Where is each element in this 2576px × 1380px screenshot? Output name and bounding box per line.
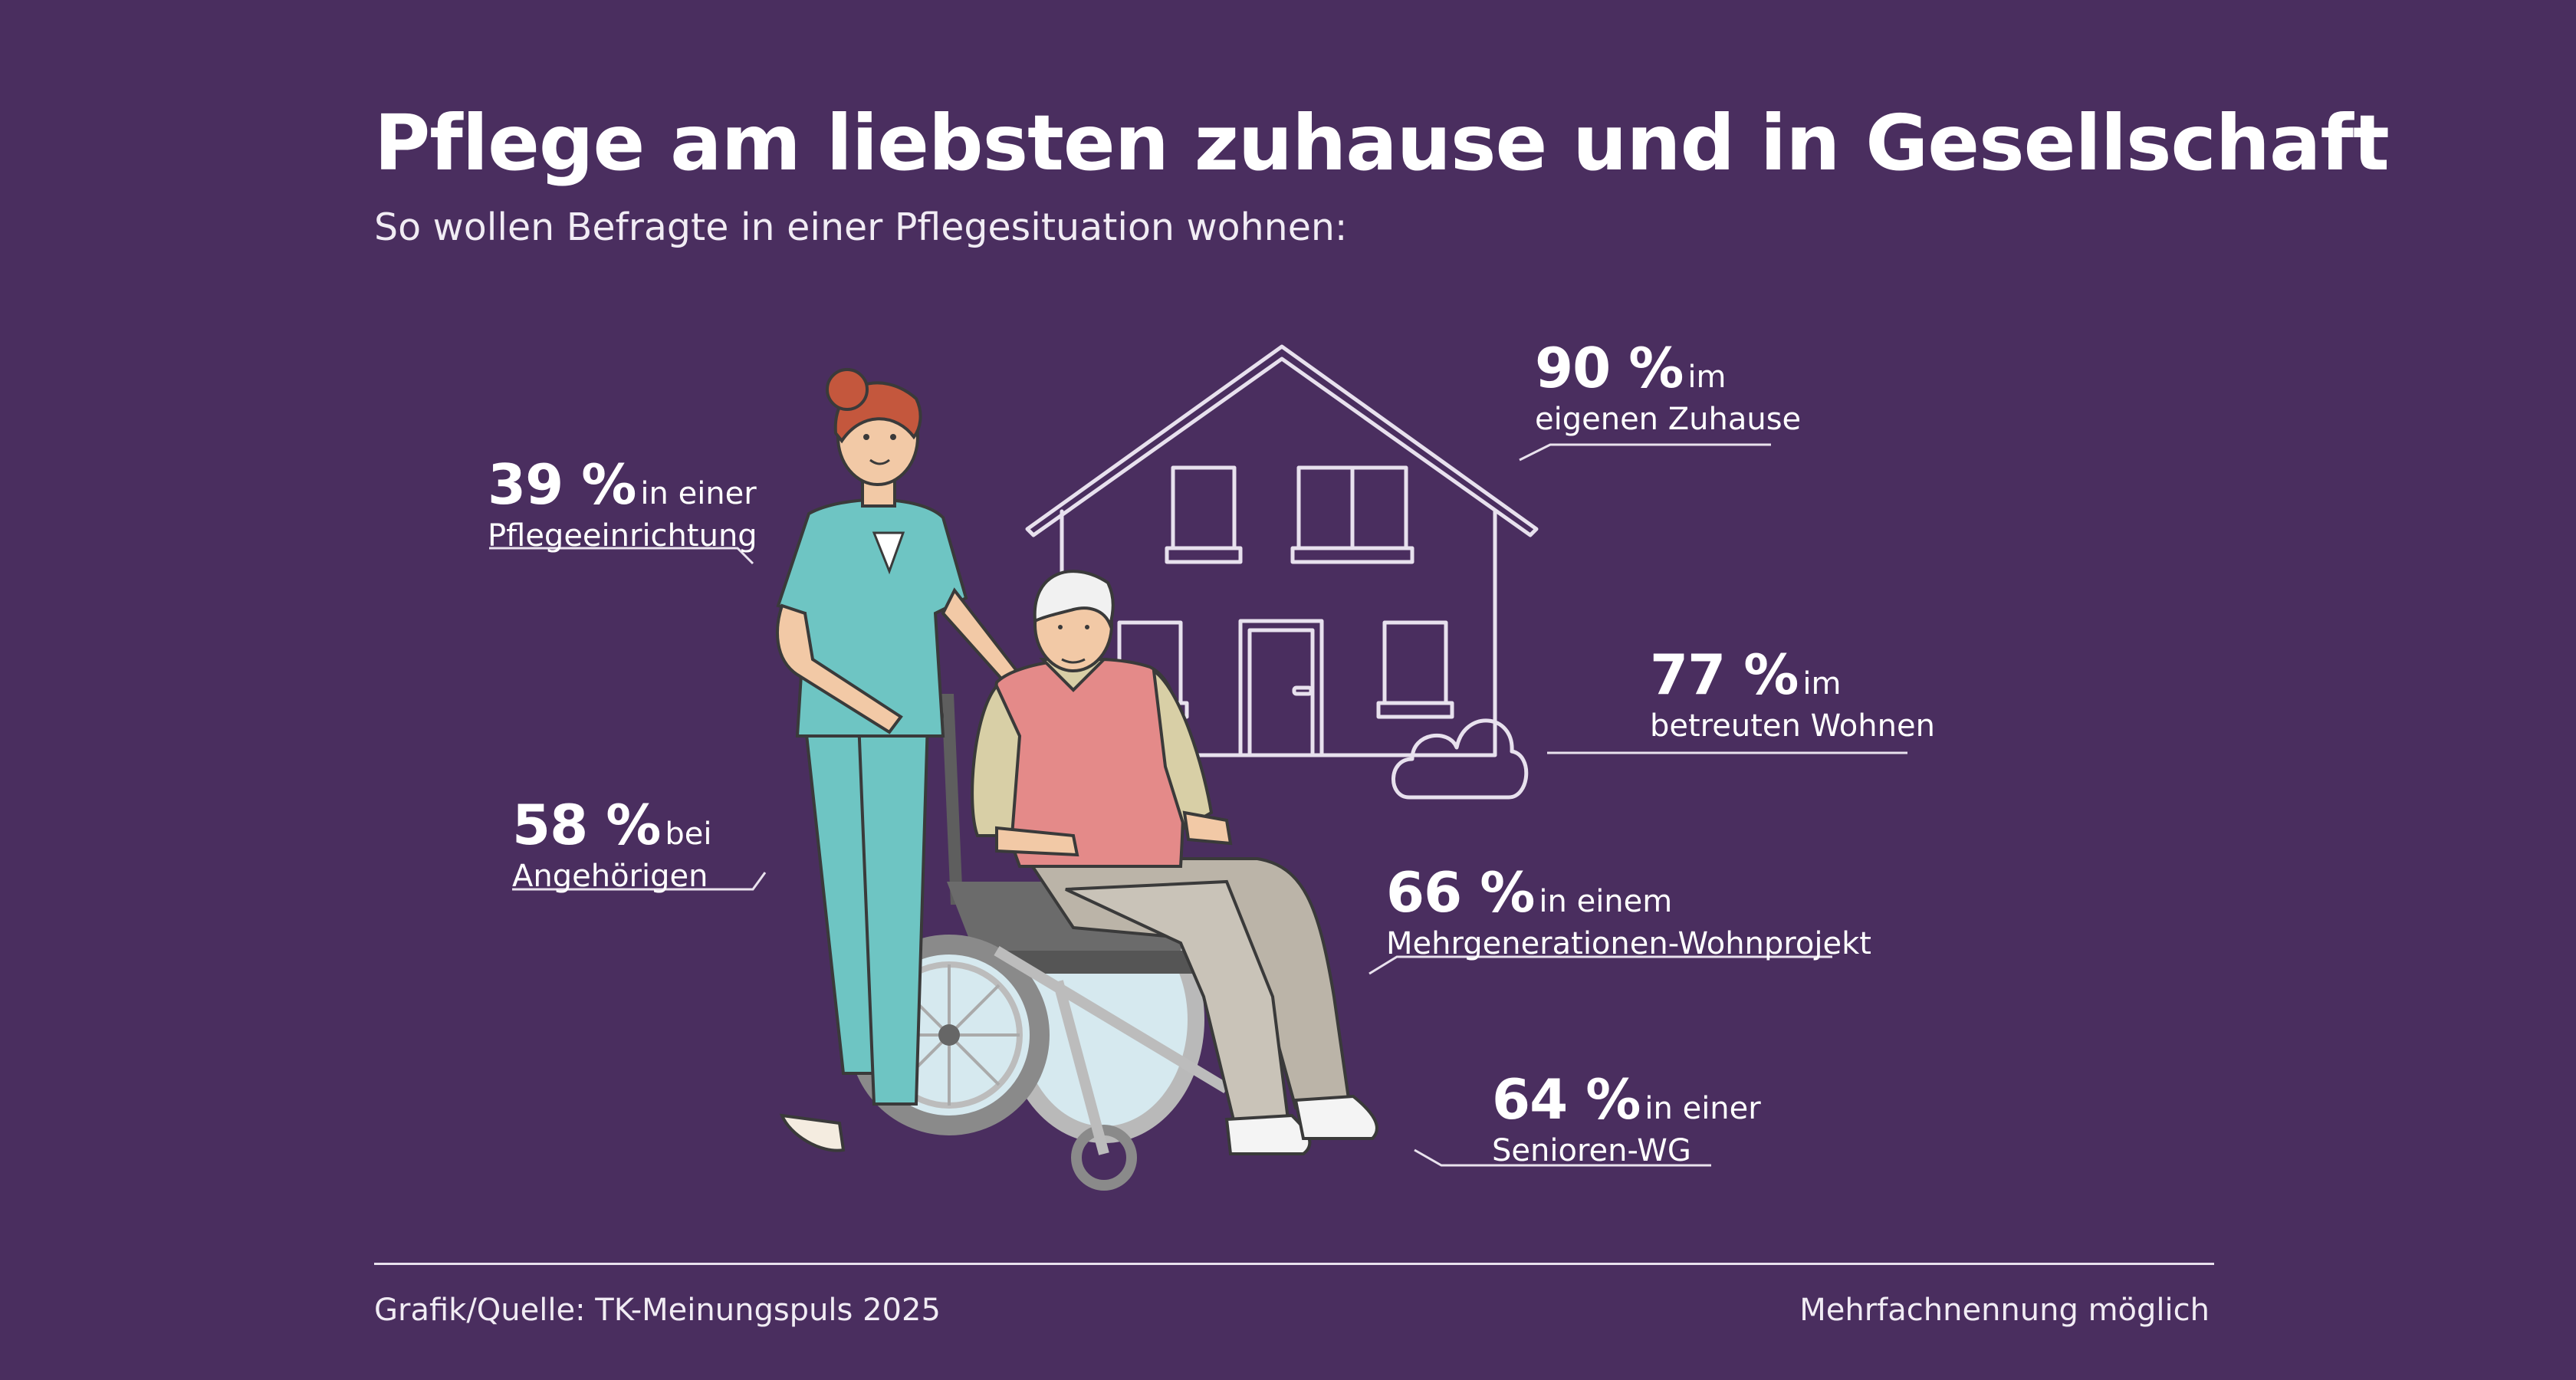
leader-line-58 bbox=[512, 872, 767, 891]
stat-value: 90 % bbox=[1535, 336, 1684, 400]
stat-value: 58 % bbox=[512, 793, 661, 857]
leader-lines bbox=[489, 443, 1907, 1167]
stat-text-second: Senioren-WG bbox=[1492, 1133, 1691, 1168]
stat-text-inline: in einem bbox=[1539, 884, 1673, 919]
stat-text-second: eigenen Zuhause bbox=[1535, 402, 1802, 437]
page-subtitle: So wollen Befragte in einer Pflegesituat… bbox=[374, 205, 1348, 249]
leader-line-39 bbox=[489, 547, 754, 565]
stat-39: 39 % in einer Pflegeeinrichtung bbox=[488, 452, 757, 554]
stat-text-second: betreuten Wohnen bbox=[1650, 708, 1935, 744]
stat-value: 39 % bbox=[488, 452, 636, 517]
stat-text-inline: in einer bbox=[640, 476, 757, 511]
leader-line-64 bbox=[1414, 1148, 1711, 1167]
leader-line-90 bbox=[1519, 443, 1771, 462]
footer-divider bbox=[374, 1263, 2214, 1265]
stat-value: 66 % bbox=[1386, 860, 1535, 925]
stat-text-second: Pflegeeinrichtung bbox=[488, 518, 757, 554]
page-title: Pflege am liebsten zuhause und in Gesell… bbox=[374, 98, 2390, 188]
stat-90: 90 % im eigenen Zuhause bbox=[1535, 336, 1801, 437]
leader-line-66 bbox=[1368, 955, 1832, 975]
footer-source: Grafik/Quelle: TK-Meinungspuls 2025 bbox=[374, 1293, 941, 1328]
senior-man-illustration bbox=[971, 570, 1378, 1155]
stat-text-inline: im bbox=[1687, 360, 1727, 395]
stat-value: 64 % bbox=[1492, 1067, 1641, 1132]
nurse-illustration bbox=[776, 368, 1022, 1152]
footer-note: Mehrfachnennung möglich bbox=[1799, 1293, 2210, 1328]
stat-77: 77 % im betreuten Wohnen bbox=[1650, 642, 1935, 744]
stat-value: 77 % bbox=[1650, 642, 1799, 707]
stat-text-second: Mehrgenerationen-Wohnprojekt bbox=[1386, 926, 1871, 961]
stat-64: 64 % in einer Senioren-WG bbox=[1492, 1067, 1761, 1168]
stat-text-inline: im bbox=[1802, 666, 1842, 702]
stat-58: 58 % bei Angehörigen bbox=[512, 793, 712, 894]
stat-text-inline: in einer bbox=[1644, 1091, 1761, 1126]
stat-66: 66 % in einem Mehrgenerationen-Wohnprojek… bbox=[1386, 860, 1871, 961]
stat-text-second: Angehörigen bbox=[512, 859, 708, 894]
stat-text-inline: bei bbox=[665, 816, 712, 852]
